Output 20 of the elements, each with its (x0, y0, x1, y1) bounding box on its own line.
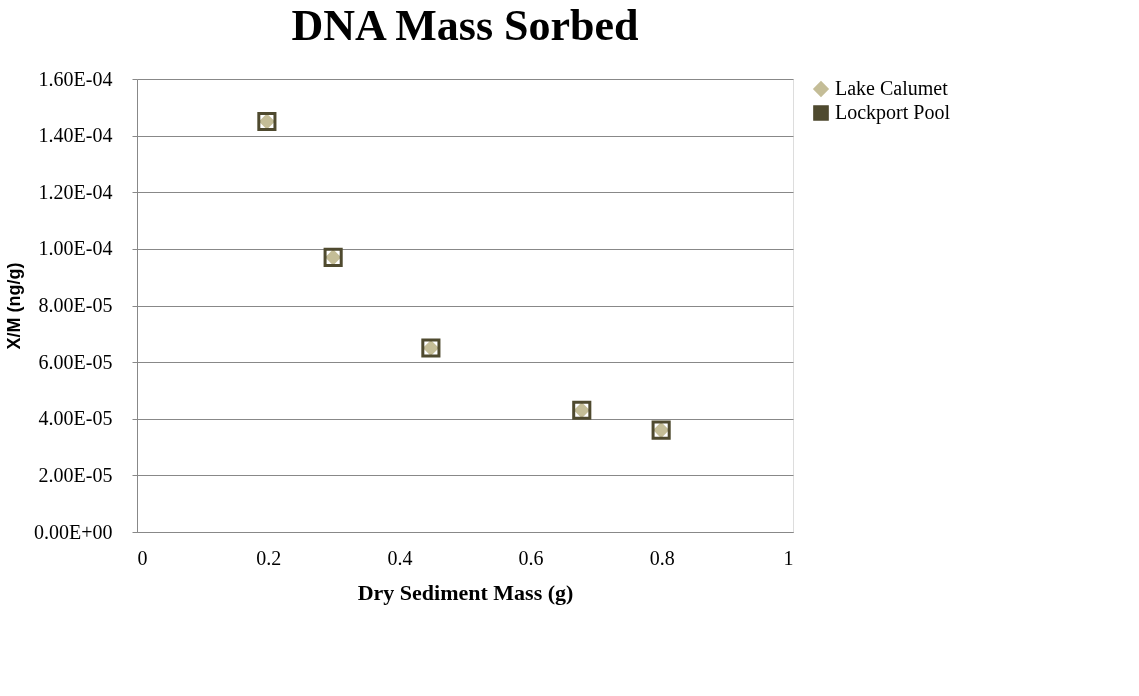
y-tick-label: 1.60E-04 (38, 67, 113, 90)
x-tick-label: 0 (137, 546, 148, 569)
x-tick-label: 0.4 (387, 546, 413, 569)
legend-label: Lockport Pool (835, 101, 951, 124)
y-tick-label: 1.40E-04 (38, 124, 113, 147)
y-tick-label: 8.00E-05 (38, 294, 113, 316)
x-tick-label: 0.2 (256, 546, 282, 569)
y-tick-label: 6.00E-05 (38, 350, 113, 373)
x-tick-label: 1 (783, 546, 794, 569)
x-tick-label: 0.8 (649, 546, 675, 569)
y-tick-label: 1.00E-04 (38, 237, 113, 260)
y-tick-label: 2.00E-05 (38, 463, 113, 486)
legend-label: Lake Calumet (835, 77, 949, 99)
y-tick-label: 4.00E-05 (38, 407, 113, 430)
y-tick-label: 1.20E-04 (38, 180, 113, 203)
x-tick-label: 0.6 (518, 546, 544, 569)
chart-title: DNA Mass Sorbed (291, 1, 639, 50)
y-tick-label: 0.00E+00 (34, 520, 113, 543)
y-axis-title: X/M (ng/g) (4, 262, 24, 350)
x-axis-title: Dry Sediment Mass (g) (357, 579, 574, 605)
